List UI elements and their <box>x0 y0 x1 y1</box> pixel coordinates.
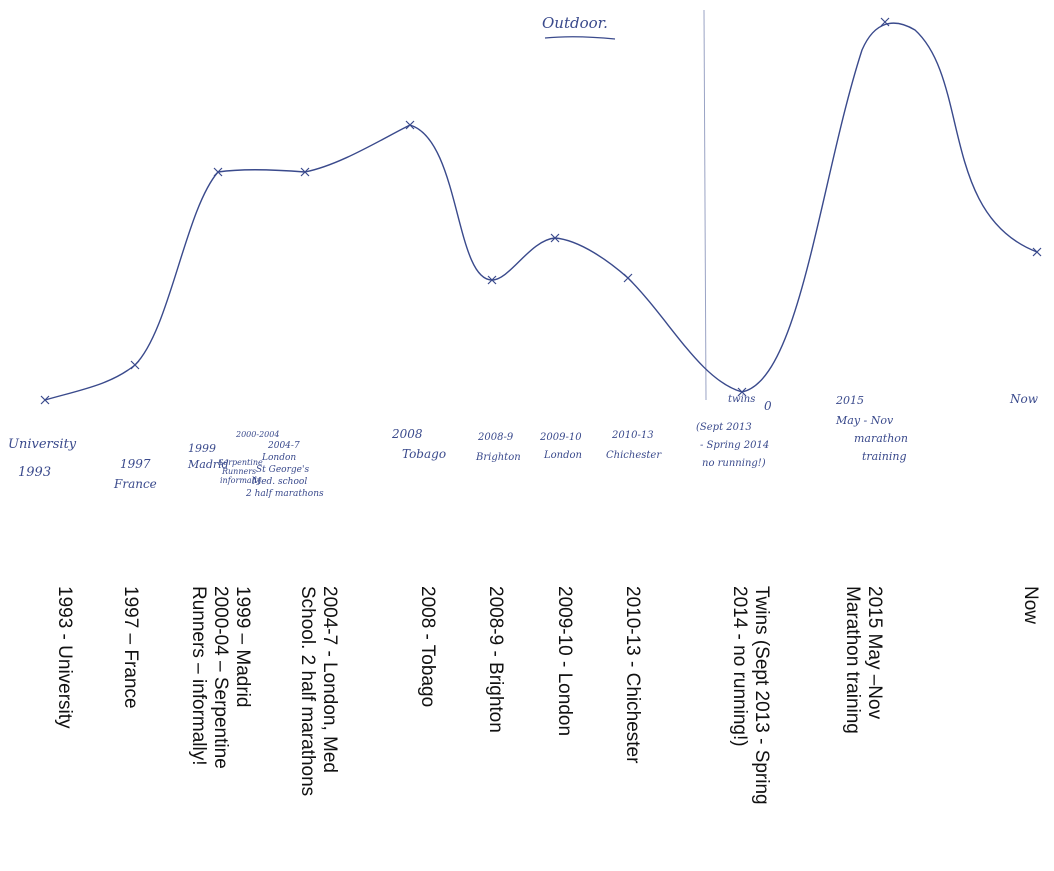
hw-label-2010-13: 2010-13 Chichester <box>606 430 662 461</box>
sketch-title: Outdoor. <box>542 14 608 32</box>
data-point-mark-10 <box>1032 247 1042 257</box>
hw-label-1993: University 1993 <box>8 437 80 480</box>
data-point-mark-4 <box>405 120 415 130</box>
typed-label-2010-13: 2010-13 - Chichester <box>622 586 643 764</box>
hw-label-zero: 0 <box>764 399 772 413</box>
data-point-mark-7 <box>623 273 633 283</box>
hw-label-2009-10: 2009-10 London <box>539 432 585 461</box>
data-point-mark-1 <box>130 360 140 370</box>
hw-label-2008-9: 2008-9 Brighton <box>475 432 521 463</box>
hw-label-2008: 2008 Tobago <box>391 427 446 461</box>
typed-label-2008: 2008 - Tobago <box>417 586 438 708</box>
hw-label-2004-7: 2004-7 London St George's Med. school 2 … <box>245 441 324 499</box>
typed-label-1993: 1993 - University <box>54 586 75 729</box>
data-point-mark-5 <box>487 275 497 285</box>
hw-label-twins: twins (Sept 2013 - Spring 2014 no runnin… <box>696 394 772 469</box>
data-point-mark-3 <box>300 167 310 177</box>
hw-label-2015: 2015 May - Nov marathon training <box>835 394 912 463</box>
data-point-mark-0 <box>40 395 50 405</box>
typed-label-1999-2000: 1999 – Madrid 2000-04 – Serpentine Runne… <box>188 586 253 769</box>
typed-label-1997: 1997 – France <box>120 586 141 709</box>
data-point-mark-8 <box>737 387 747 397</box>
hw-label-now: Now <box>1009 392 1039 406</box>
data-point-mark-9 <box>880 17 890 27</box>
typed-label-2015: 2015 May –Nov Marathon training <box>842 586 885 734</box>
activity-curve <box>44 22 1038 401</box>
hw-label-1997: 1997 France <box>113 457 157 491</box>
data-point-mark-2 <box>213 167 223 177</box>
data-point-mark-6 <box>550 233 560 243</box>
typed-label-2008-9: 2008-9 - Brighton <box>485 586 506 733</box>
typed-label-2009-10: 2009-10 - London <box>554 586 575 737</box>
handwritten-labels: University 1993 1997 France 1999 Madrid … <box>8 392 1039 499</box>
typed-label-now: Now <box>1020 586 1041 625</box>
hw-label-2000-04: 2000-2004 Serpentine Runners informally <box>218 430 282 485</box>
typed-label-2004-7: 2004-7 - London, Med School. 2 half mara… <box>297 586 340 797</box>
hw-label-1999: 1999 Madrid <box>187 442 229 471</box>
divider-line <box>703 9 707 401</box>
sketch-diagram: Outdoor. University 1993 1997 France 199… <box>8 9 1042 499</box>
typed-label-twins: Twins (Sept 2013 - Spring 2014 - no runn… <box>729 586 772 805</box>
title-underline <box>544 36 616 40</box>
